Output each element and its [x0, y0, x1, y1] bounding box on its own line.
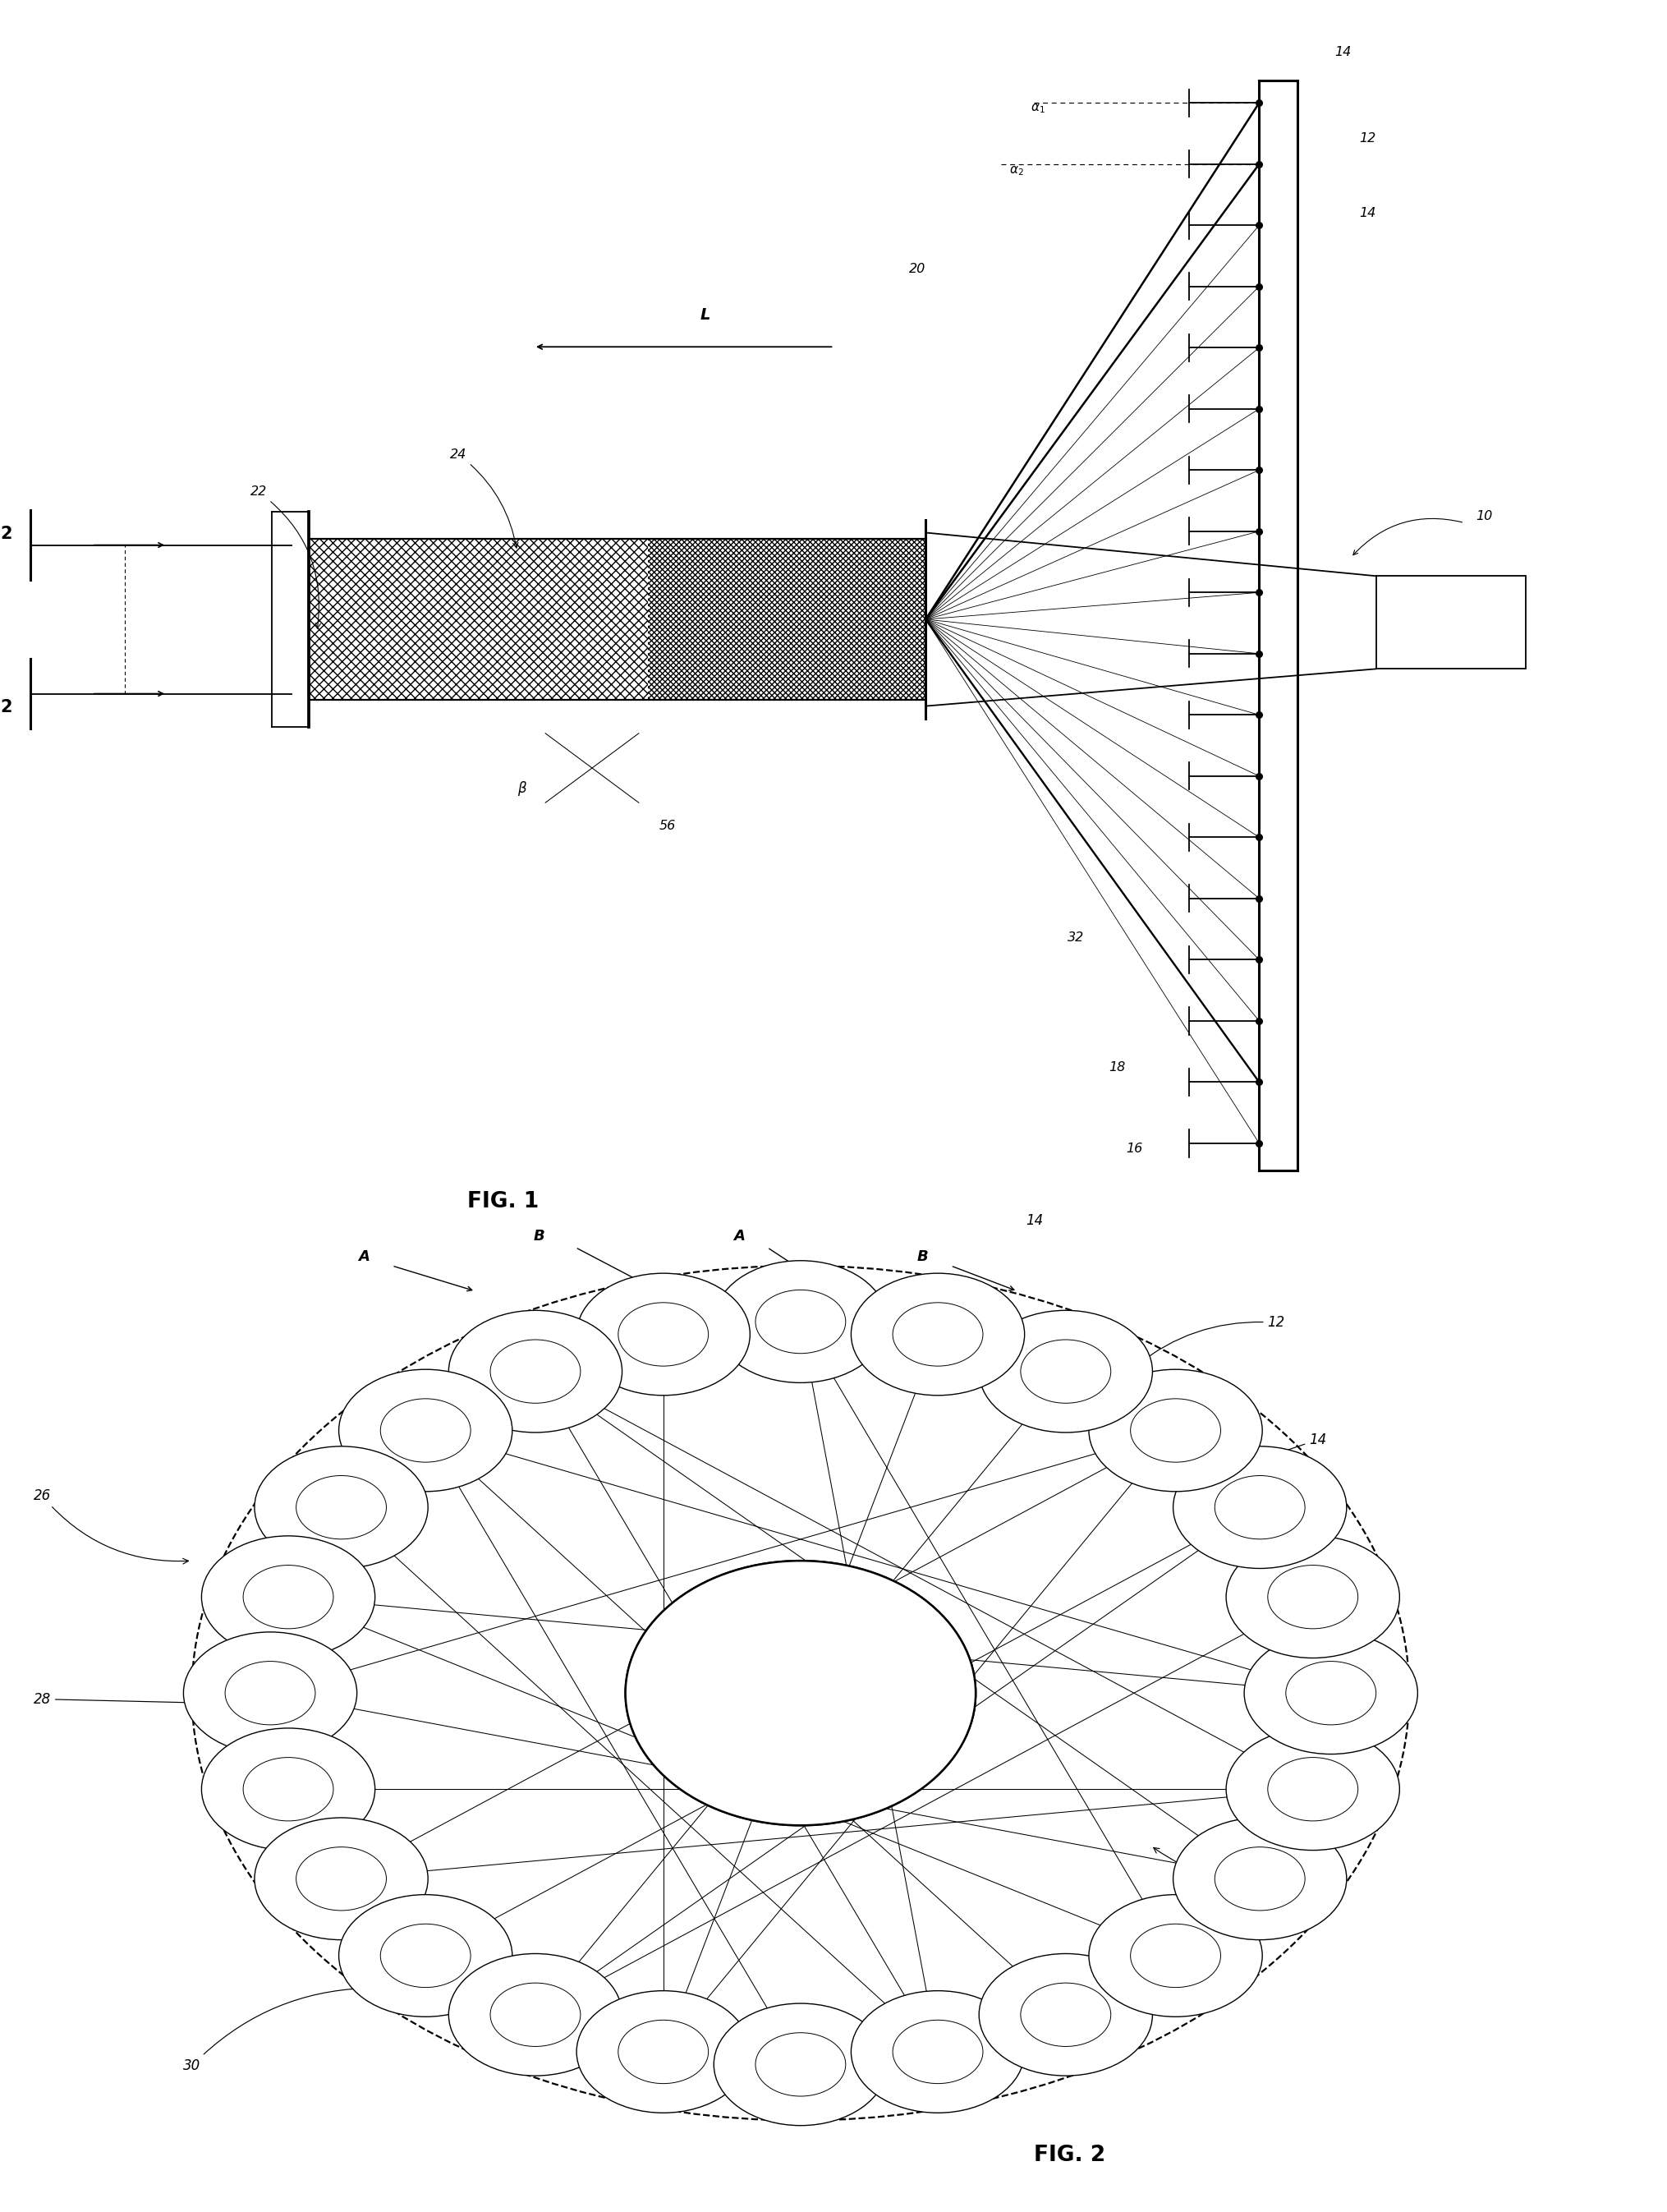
- Text: 14: 14: [1359, 208, 1375, 219]
- Text: 24: 24: [450, 449, 518, 549]
- Ellipse shape: [1267, 1566, 1357, 1628]
- Ellipse shape: [338, 1369, 512, 1491]
- Ellipse shape: [1225, 1535, 1399, 1659]
- Text: $\beta$: $\beta$: [517, 779, 527, 799]
- Ellipse shape: [1020, 1340, 1110, 1402]
- Ellipse shape: [380, 1398, 470, 1462]
- Ellipse shape: [297, 1847, 387, 1911]
- Ellipse shape: [1172, 1818, 1345, 1940]
- Text: FIG. 2: FIG. 2: [1034, 2146, 1105, 2166]
- Ellipse shape: [1244, 1632, 1417, 1754]
- Bar: [1375, 575, 1525, 668]
- Bar: [308, 540, 925, 699]
- Text: 2: 2: [0, 526, 12, 542]
- Ellipse shape: [625, 1562, 975, 1825]
- Text: 22: 22: [1154, 1847, 1300, 1889]
- Ellipse shape: [892, 2020, 982, 2084]
- Ellipse shape: [979, 1310, 1152, 1433]
- Ellipse shape: [202, 1728, 375, 1849]
- Ellipse shape: [850, 1274, 1024, 1396]
- Ellipse shape: [1089, 1369, 1262, 1491]
- Text: L: L: [700, 307, 710, 323]
- Text: 14: 14: [1204, 1433, 1325, 1480]
- Ellipse shape: [625, 1562, 975, 1825]
- Text: B: B: [533, 1230, 545, 1243]
- Text: 10: 10: [1475, 511, 1492, 522]
- Ellipse shape: [243, 1759, 333, 1820]
- Ellipse shape: [979, 1953, 1152, 2075]
- Ellipse shape: [618, 2020, 708, 2084]
- Ellipse shape: [380, 1924, 470, 1986]
- Ellipse shape: [1172, 1447, 1345, 1568]
- Text: 22: 22: [250, 487, 320, 628]
- Text: 16: 16: [1125, 1141, 1142, 1155]
- Ellipse shape: [755, 2033, 845, 2097]
- Text: 22': 22': [1484, 611, 1504, 622]
- Ellipse shape: [243, 1566, 333, 1628]
- Ellipse shape: [1267, 1759, 1357, 1820]
- Text: 28: 28: [33, 1692, 213, 1705]
- Bar: [308, 540, 647, 699]
- Ellipse shape: [577, 1991, 750, 2112]
- Ellipse shape: [713, 2004, 887, 2126]
- Text: $\alpha_2$: $\alpha_2$: [1009, 164, 1024, 177]
- Text: 16,20: 16,20: [1254, 1621, 1370, 1672]
- Text: 56: 56: [658, 821, 675, 832]
- Ellipse shape: [1020, 1982, 1110, 2046]
- Text: 14: 14: [1334, 46, 1350, 58]
- Text: $\alpha_1$: $\alpha_1$: [1030, 102, 1045, 115]
- Text: A: A: [733, 1230, 745, 1243]
- Text: 12: 12: [1359, 133, 1375, 146]
- Ellipse shape: [192, 1265, 1409, 2121]
- Ellipse shape: [448, 1953, 622, 2075]
- Ellipse shape: [225, 1661, 315, 1725]
- Ellipse shape: [183, 1632, 357, 1754]
- Ellipse shape: [850, 1991, 1024, 2112]
- Ellipse shape: [577, 1274, 750, 1396]
- Text: 14: 14: [1025, 1214, 1042, 1228]
- Ellipse shape: [255, 1818, 428, 1940]
- Ellipse shape: [1130, 1398, 1220, 1462]
- Ellipse shape: [1130, 1924, 1220, 1986]
- Text: A: A: [358, 1250, 370, 1263]
- Ellipse shape: [448, 1310, 622, 1433]
- Ellipse shape: [618, 1303, 708, 1367]
- Ellipse shape: [892, 1303, 982, 1367]
- Ellipse shape: [1089, 1896, 1262, 2017]
- Bar: [647, 540, 925, 699]
- Ellipse shape: [338, 1896, 512, 2017]
- Text: 12: 12: [1137, 1316, 1284, 1365]
- Ellipse shape: [1214, 1847, 1304, 1911]
- Ellipse shape: [255, 1447, 428, 1568]
- Ellipse shape: [490, 1340, 580, 1402]
- Text: FIG. 1: FIG. 1: [467, 1192, 538, 1212]
- Ellipse shape: [490, 1982, 580, 2046]
- Ellipse shape: [202, 1535, 375, 1659]
- Text: 26: 26: [33, 1489, 188, 1564]
- Text: 2: 2: [0, 699, 12, 714]
- Ellipse shape: [297, 1475, 387, 1540]
- Ellipse shape: [713, 1261, 887, 1382]
- Text: 18: 18: [1109, 1062, 1125, 1075]
- Text: B: B: [917, 1250, 929, 1263]
- Text: 30: 30: [183, 1986, 363, 2073]
- Ellipse shape: [1285, 1661, 1375, 1725]
- Ellipse shape: [1214, 1475, 1304, 1540]
- Text: 20: 20: [909, 263, 925, 274]
- Text: 32: 32: [1067, 931, 1084, 945]
- Bar: [308, 540, 925, 699]
- Ellipse shape: [755, 1290, 845, 1354]
- Ellipse shape: [1225, 1728, 1399, 1849]
